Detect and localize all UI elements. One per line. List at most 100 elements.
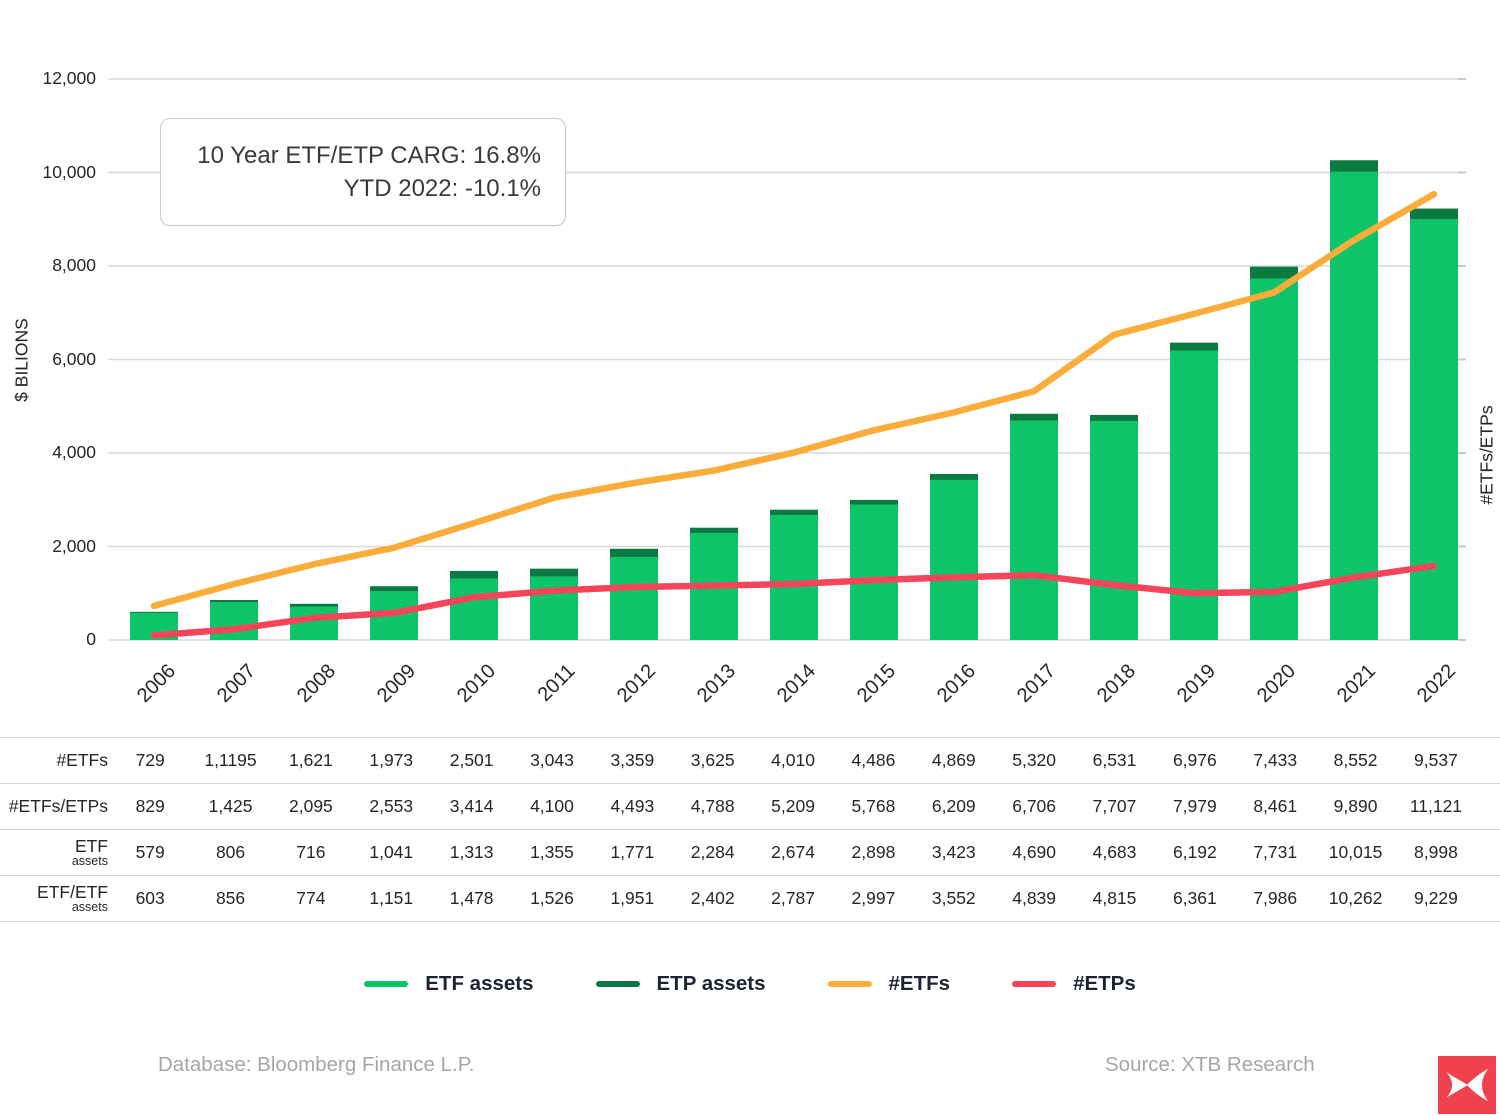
legend-swatch — [595, 981, 640, 987]
table-cell: 4,815 — [1092, 888, 1137, 908]
bar-etf-assets — [1250, 278, 1298, 640]
xtb-bird-icon — [1445, 1068, 1489, 1102]
table-row: ETF/ETF assets 603 856 774 1,151 1,478 1,526 1,9… — [0, 875, 1500, 922]
table-cell: 4,839 — [1012, 888, 1057, 908]
table-cell: 9,890 — [1333, 796, 1378, 816]
table-cell: 3,414 — [449, 796, 494, 816]
xtb-logo — [1438, 1056, 1496, 1114]
legend-swatch — [1012, 981, 1057, 987]
table-cell: 6,706 — [1012, 796, 1057, 816]
table-cell: 8,461 — [1253, 796, 1298, 816]
table-cell: 2,898 — [851, 842, 896, 862]
bar-etp-assets — [1010, 413, 1058, 421]
bar-etf-assets — [530, 576, 578, 640]
bar-etp-assets — [130, 611, 178, 613]
table-cell: 4,869 — [931, 750, 976, 770]
chart-legend: ETF assets ETP assets #ETFs #ETPs — [0, 972, 1500, 996]
table-cell: 8,552 — [1333, 750, 1378, 770]
table-cell: 4,010 — [771, 750, 815, 770]
legend-label: #ETFs — [888, 972, 951, 995]
y-tick-label: 2,000 — [52, 535, 96, 556]
table-cell: 579 — [135, 842, 165, 862]
legend-label: ETF assets — [425, 972, 534, 995]
table-cell: 2,674 — [771, 842, 815, 862]
table-cell: 716 — [296, 842, 326, 862]
legend-swatch — [827, 981, 872, 987]
table-cell: 4,683 — [1092, 842, 1137, 862]
table-cell: 1,355 — [530, 842, 574, 862]
bar-etp-assets — [370, 586, 418, 592]
table-cell: 4,493 — [610, 796, 655, 816]
bar-etf-assets — [1090, 421, 1138, 640]
table-cell: 3,552 — [931, 888, 976, 908]
annotation-box: 10 Year ETF/ETP CARG: 16.8% YTD 2022: -1… — [160, 118, 566, 226]
table-cell: 5,209 — [771, 796, 815, 816]
bar-etp-assets — [850, 499, 898, 505]
table-row: ETF assets 579 806 716 1,041 1,313 1,355 1,771 2,… — [0, 829, 1500, 875]
bar-etf-assets — [610, 557, 658, 640]
table-cell: 6,192 — [1172, 842, 1217, 862]
legend-item: #ETFs — [827, 972, 951, 996]
table-cell: 1,621 — [289, 750, 333, 770]
bar-etf-assets — [850, 504, 898, 640]
table-cell: 806 — [215, 842, 246, 862]
bar-etf-assets — [1170, 350, 1218, 640]
bar-etf-assets — [450, 578, 498, 640]
table-row-label: #ETFs/ETPs — [8, 795, 108, 816]
bar-etp-assets — [1170, 342, 1218, 351]
table-cell: 7,731 — [1253, 842, 1298, 862]
table-cell: 9,229 — [1414, 888, 1458, 908]
table-row-label: ETF/ETF assets — [37, 881, 108, 914]
bar-etp-assets — [690, 527, 738, 534]
bar-etp-assets — [770, 509, 818, 515]
legend-swatch — [364, 981, 409, 987]
legend-item: #ETPs — [1012, 972, 1136, 996]
table-row-label: ETF assets — [71, 835, 108, 868]
annotation-line-2: YTD 2022: -10.1% — [343, 175, 541, 202]
bar-etf-assets — [1010, 420, 1058, 640]
table-cell: 4,486 — [851, 750, 896, 770]
table-cell: 4,100 — [530, 796, 574, 816]
table-cell: 3,359 — [610, 750, 655, 770]
table-cell: 2,501 — [449, 750, 494, 770]
annotation-line-1: 10 Year ETF/ETP CARG: 16.8% — [197, 142, 541, 169]
table-cell: 6,209 — [931, 796, 976, 816]
legend-item: ETP assets — [595, 972, 766, 996]
table-cell: 1,1195 — [204, 750, 257, 770]
table-cell: 10,015 — [1328, 842, 1383, 862]
table-row-label: #ETFs — [56, 749, 108, 770]
table-cell: 1,313 — [449, 842, 494, 862]
table-cell: 6,361 — [1172, 888, 1217, 908]
legend-label: ETP assets — [656, 972, 766, 995]
bar-etf-assets — [930, 479, 978, 640]
bar-etp-assets — [610, 548, 658, 558]
y-axis-title-left: $ BILIONS — [11, 318, 32, 402]
line-etps — [150, 562, 1438, 639]
y-tick-label: 12,000 — [42, 68, 96, 88]
bar-etp-assets — [1250, 266, 1298, 279]
table-cell: 5,320 — [1012, 750, 1057, 770]
y-tick-label: 6,000 — [52, 348, 96, 369]
bar-etp-assets — [930, 473, 978, 480]
bar-etp-assets — [1330, 160, 1378, 172]
line-etfs — [150, 190, 1438, 610]
y-axis-title-right: #ETFs/ETPs — [1476, 405, 1497, 505]
table-cell: 1,478 — [449, 888, 494, 908]
legend-label: #ETPs — [1073, 972, 1136, 995]
bar-etp-assets — [210, 599, 258, 603]
table-cell: 3,043 — [530, 750, 574, 770]
bar-etp-assets — [1090, 414, 1138, 422]
table-cell: 3,423 — [931, 842, 976, 862]
table-cell: 2,284 — [690, 842, 735, 862]
table-cell: 4,788 — [690, 796, 735, 816]
y-tick-label: 4,000 — [52, 442, 96, 462]
table-cell: 10,262 — [1328, 888, 1383, 908]
table-cell: 1,951 — [610, 888, 655, 908]
bar-etf-assets — [1410, 219, 1458, 640]
legend-item: ETF assets — [364, 972, 534, 996]
table-cell: 2,095 — [289, 796, 333, 816]
table-cell: 7,433 — [1253, 750, 1298, 770]
table-cell: 1,151 — [369, 888, 414, 908]
table-cell: 729 — [135, 750, 165, 770]
footer-database-text: Database: Bloomberg Finance L.P. — [158, 1053, 475, 1076]
